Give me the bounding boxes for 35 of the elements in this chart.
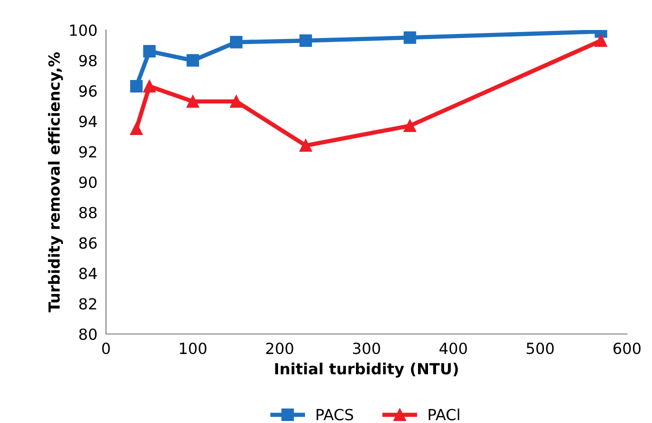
point xyxy=(404,120,416,132)
legend-label: PACl xyxy=(428,408,460,420)
y-tick-label: 96 xyxy=(79,85,97,97)
x-tick-label: 500 xyxy=(526,342,554,354)
x-tick-label: 600 xyxy=(613,342,641,354)
point xyxy=(299,34,312,47)
point xyxy=(186,54,200,67)
y-tick-label: 86 xyxy=(79,237,97,249)
y-tick-label: 82 xyxy=(79,298,96,310)
y-axis-title: Turbidity removal efficiency,% xyxy=(48,52,63,312)
y-tick-label: 98 xyxy=(79,54,97,66)
x-tick-label: 0 xyxy=(102,342,110,354)
y-tick-label: 90 xyxy=(79,176,97,188)
point xyxy=(594,34,608,47)
y-tick-label: 100 xyxy=(70,24,97,36)
x-tick-label: 200 xyxy=(266,342,294,354)
point xyxy=(143,80,156,92)
point xyxy=(130,80,143,92)
x-tick-label: 100 xyxy=(180,342,206,354)
y-tick-label: 92 xyxy=(79,146,96,158)
x-tick-label: 300 xyxy=(353,342,380,354)
y-tick-label: 94 xyxy=(79,116,97,128)
point xyxy=(404,31,416,44)
y-tick-label: 84 xyxy=(79,268,97,280)
y-tick-label: 80 xyxy=(79,328,97,340)
point xyxy=(299,139,312,152)
point xyxy=(130,122,143,136)
x-axis-title: Initial turbidity (NTU) xyxy=(275,362,458,378)
y-tick-label: 88 xyxy=(79,206,97,218)
point xyxy=(186,95,200,108)
point xyxy=(143,45,156,58)
point xyxy=(230,95,242,108)
legend-label: PACS xyxy=(316,408,354,420)
point xyxy=(230,36,242,48)
x-tick-label: 400 xyxy=(440,342,467,354)
